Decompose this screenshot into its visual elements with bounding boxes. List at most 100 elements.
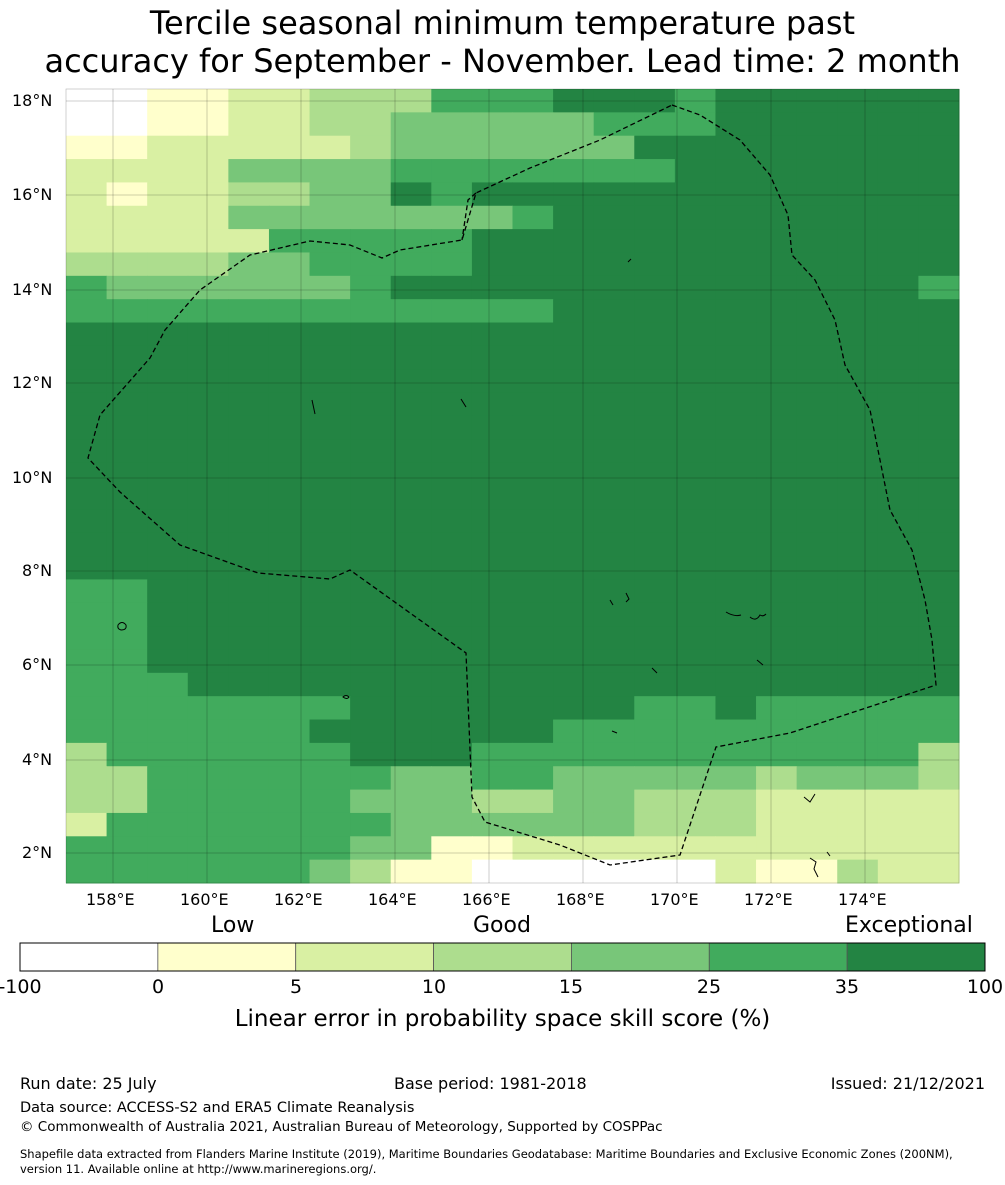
grid-cell [471, 532, 513, 557]
grid-cell [593, 135, 635, 160]
grid-cell [918, 742, 960, 767]
grid-cell [553, 509, 595, 534]
skill-score-grid [66, 89, 960, 884]
grid-cell [918, 719, 960, 744]
grid-cell [918, 602, 960, 627]
grid-cell [187, 112, 229, 137]
colorbar-segment [295, 942, 434, 972]
colorbar-label: Linear error in probability space skill … [234, 1006, 771, 1032]
grid-cell [877, 392, 919, 417]
grid-cell [553, 602, 595, 627]
grid-cell [147, 789, 189, 814]
grid-cell [715, 252, 757, 277]
grid-cell [471, 556, 513, 580]
grid-cell [268, 509, 311, 534]
grid-cell [350, 789, 392, 814]
grid-cell [106, 112, 148, 137]
grid-cell [187, 415, 229, 440]
grid-cell [715, 299, 757, 324]
grid-cell [837, 602, 879, 627]
grid-cell [268, 742, 311, 767]
grid-cell [593, 275, 635, 300]
grid-cell [106, 275, 148, 300]
grid-cell [268, 322, 311, 347]
grid-cell [431, 415, 473, 440]
grid-cell [877, 602, 919, 627]
grid-cell [756, 602, 798, 627]
grid-cell [512, 275, 554, 300]
run-date: Run date: 25 July [20, 1074, 157, 1093]
grid-cell [634, 556, 676, 580]
grid-cell [877, 696, 919, 721]
island-outline [311, 399, 316, 415]
lon-label: 170°E [650, 890, 699, 909]
grid-cell [715, 159, 757, 183]
grid-cell [309, 439, 351, 464]
grid-cell [837, 275, 879, 300]
grid-cell [431, 322, 473, 347]
grid-cell [512, 509, 554, 534]
grid-cell [512, 766, 554, 791]
grid-cell [350, 439, 392, 464]
grid-cell [66, 836, 108, 861]
grid-cell [147, 766, 189, 791]
grid-cell [187, 135, 229, 160]
grid-cell [837, 159, 879, 183]
grid-cell [147, 462, 189, 487]
grid-cell [187, 392, 229, 417]
grid-cell [756, 369, 798, 394]
grid-cell [756, 229, 798, 253]
island-outline [625, 592, 630, 603]
grid-cell [228, 696, 270, 721]
grid-cell [634, 135, 676, 160]
grid-cell [715, 89, 757, 113]
grid-cell [350, 345, 392, 370]
grid-cell [715, 556, 757, 580]
grid-cell [431, 859, 473, 884]
grid-cell [147, 696, 189, 721]
grid-cell [715, 649, 757, 674]
grid-cell [350, 696, 392, 721]
grid-cell [228, 275, 270, 300]
grid-cell [187, 859, 229, 884]
grid-cell [593, 439, 635, 464]
grid-cell [553, 626, 595, 650]
grid-cell [674, 369, 716, 394]
grid-cell [593, 369, 635, 394]
grid-cell [512, 789, 554, 814]
grid-cell [390, 439, 432, 464]
grid-cell [634, 205, 676, 230]
grid-cell [756, 159, 798, 183]
island-outline [651, 667, 658, 674]
grid-cell [309, 486, 351, 510]
grid-cell [390, 135, 432, 160]
grid-cell [106, 812, 148, 837]
grid-cell [715, 462, 757, 487]
grid-cell [350, 672, 392, 697]
grid-cell [147, 415, 189, 440]
grid-cell [715, 859, 757, 884]
grid-cell [553, 696, 595, 721]
grid-cell [634, 159, 676, 183]
island-outline [809, 857, 819, 878]
grid-cell [553, 486, 595, 510]
grid-cell [634, 789, 676, 814]
grid-cell [228, 159, 270, 183]
grid-cell [228, 439, 270, 464]
grid-cell [268, 719, 311, 744]
grid-cell [228, 509, 270, 534]
colorbar-tick-label: 15 [558, 976, 584, 998]
grid-cell [228, 89, 270, 113]
grid-cell [309, 392, 351, 417]
grid-cell [309, 766, 351, 791]
grid-cell [350, 742, 392, 767]
grid-cell [390, 159, 432, 183]
grid-cell [593, 112, 635, 137]
grid-cell [431, 252, 473, 277]
island-outline [460, 398, 467, 408]
grid-cell [431, 182, 473, 207]
grid-cell [309, 836, 351, 861]
grid-cell [147, 275, 189, 300]
grid-cell [147, 532, 189, 557]
grid-cell [268, 836, 311, 861]
